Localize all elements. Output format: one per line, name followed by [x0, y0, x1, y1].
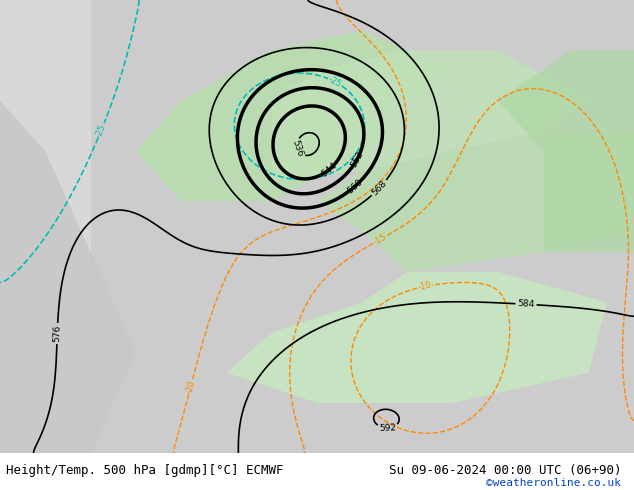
Text: -20: -20	[184, 379, 197, 394]
Text: Height/Temp. 500 hPa [gdmp][°C] ECMWF: Height/Temp. 500 hPa [gdmp][°C] ECMWF	[6, 465, 284, 477]
Text: -25: -25	[327, 74, 343, 89]
Polygon shape	[226, 272, 607, 403]
Text: 560: 560	[346, 177, 364, 196]
Text: -25: -25	[94, 122, 108, 138]
Text: 536: 536	[290, 139, 305, 158]
Text: 592: 592	[379, 423, 396, 433]
Text: Su 09-06-2024 00:00 UTC (06+90): Su 09-06-2024 00:00 UTC (06+90)	[389, 465, 621, 477]
Polygon shape	[317, 131, 634, 272]
Bar	[0, 0, 91, 453]
Polygon shape	[0, 101, 136, 453]
Text: ©weatheronline.co.uk: ©weatheronline.co.uk	[486, 478, 621, 488]
Text: -15: -15	[372, 232, 388, 247]
Text: 552: 552	[349, 149, 365, 169]
Polygon shape	[498, 50, 634, 252]
Text: 584: 584	[517, 299, 534, 309]
Polygon shape	[136, 30, 453, 201]
Text: -10: -10	[417, 281, 432, 293]
Text: 576: 576	[53, 325, 62, 343]
Polygon shape	[272, 50, 589, 181]
Text: 544: 544	[320, 161, 339, 178]
Text: 568: 568	[370, 179, 389, 197]
